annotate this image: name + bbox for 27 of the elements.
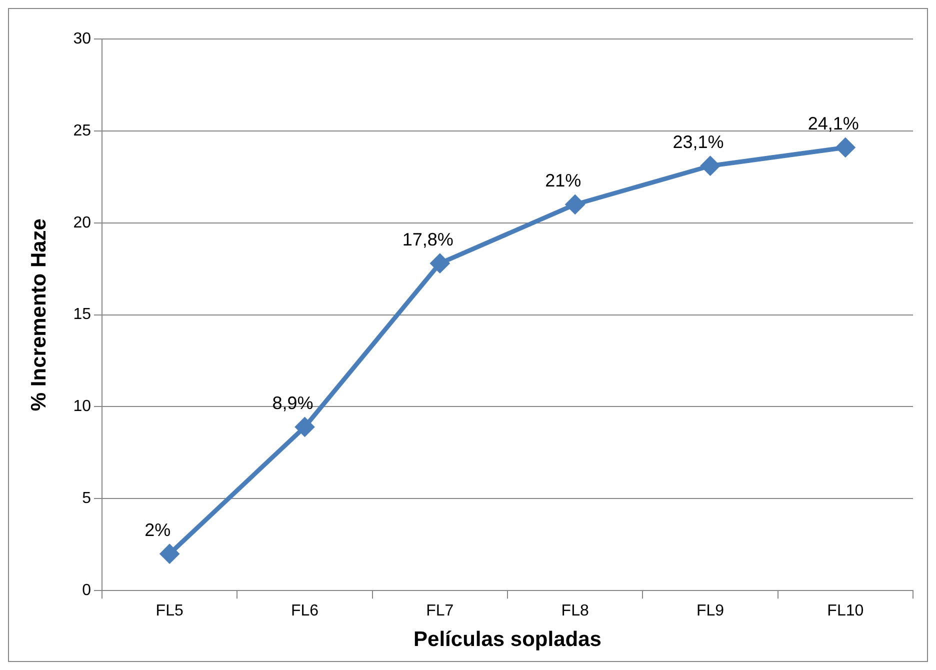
y-tick-label: 20 (73, 214, 92, 232)
data-label: 21% (545, 170, 582, 190)
x-tick-label: FL6 (290, 602, 319, 620)
data-label: 2% (144, 520, 171, 540)
data-label: 24,1% (808, 113, 859, 134)
x-axis-title: Películas sopladas (414, 628, 602, 652)
y-tick-label: 10 (73, 398, 92, 416)
point (160, 544, 179, 564)
y-tick-label: 25 (73, 122, 92, 140)
y-tick-label: 15 (73, 306, 92, 324)
y-axis-title: % Incremento Haze (27, 218, 50, 412)
point (836, 138, 855, 157)
data-label: 8,9% (272, 392, 314, 413)
x-tick-label: FL7 (426, 602, 454, 620)
y-tick-label: 5 (82, 490, 92, 508)
point (430, 254, 450, 273)
point (566, 195, 584, 214)
point (701, 156, 720, 176)
data-label: 17,8% (402, 229, 454, 250)
y-tick-label: 30 (73, 30, 92, 48)
x-tick-label: FL5 (156, 602, 184, 620)
point (296, 418, 314, 436)
x-tick-label: FL9 (696, 602, 724, 620)
data-label: 23,1% (672, 132, 724, 152)
y-tick-label: 0 (82, 582, 92, 600)
x-tick-label: FL10 (827, 602, 864, 620)
x-tick-label: FL8 (561, 602, 589, 620)
